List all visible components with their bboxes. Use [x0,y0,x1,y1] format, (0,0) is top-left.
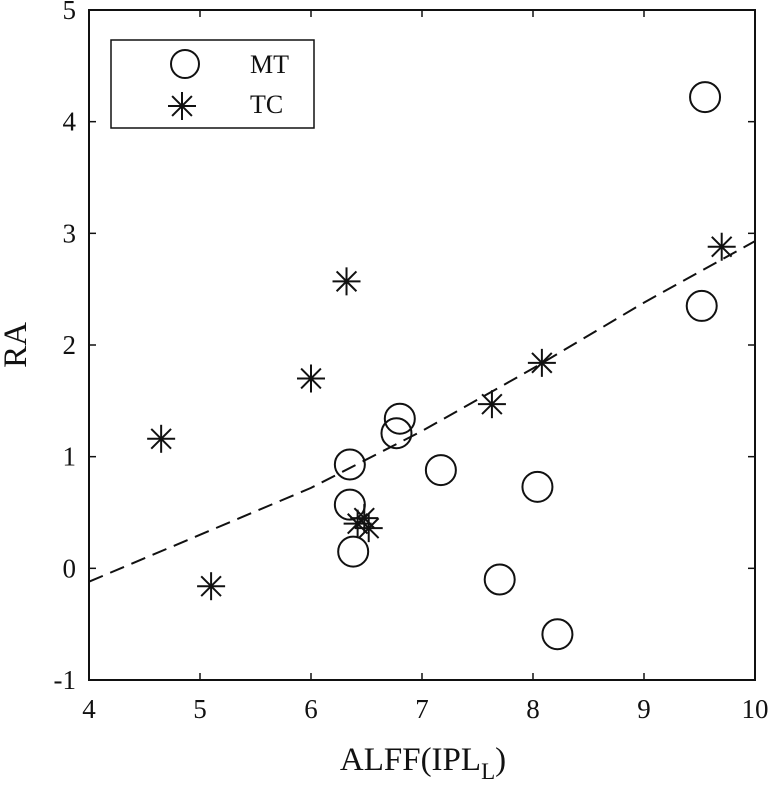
legend: MT TC [110,39,315,129]
x-axis-label-close: ) [495,742,506,778]
legend-marker-tc [168,92,196,120]
x-axis-label-subscript: L [481,759,495,784]
y-tick-label: -1 [54,665,77,695]
point-tc [297,364,325,393]
y-axis-label: RA [0,322,34,368]
point-mt [380,417,413,450]
point-tc [477,390,506,419]
x-tick-label: 9 [637,694,651,724]
y-tick-label: 3 [63,218,77,248]
point-mt [483,563,516,596]
x-tick-label: 6 [304,694,318,724]
x-axis-label-main: ALFF(IPL [340,742,481,778]
point-tc [354,514,383,543]
point-tc [147,424,176,453]
x-axis-label: ALFF(IPLL) [340,742,506,784]
point-mt [337,535,370,568]
x-tick-label: 5 [193,694,207,724]
point-mt [685,289,718,322]
y-tick-label: 5 [63,0,77,25]
legend-marker-mt [170,49,200,79]
plot-area-frame [88,9,756,681]
point-mt [521,470,554,503]
y-tick-label: 0 [63,553,77,583]
point-mt [424,454,457,487]
point-tc [332,267,361,296]
point-mt [383,402,416,435]
x-tick-label: 4 [82,694,96,724]
regression-fit-line [88,240,756,583]
y-tick-label: 4 [63,107,77,137]
point-mt [689,81,722,114]
legend-star-glyph [168,92,196,120]
axis-tick-labels: 4 5 6 7 8 9 10 -1 0 1 2 3 4 5 [54,0,769,724]
legend-box [110,39,315,129]
point-mt [541,618,574,651]
legend-label-tc: TC [250,90,283,119]
point-tc [527,348,556,377]
y-tick-label: 2 [63,330,77,360]
legend-label-mt: MT [250,50,289,79]
x-tick-label: 8 [526,694,540,724]
point-tc [707,232,736,261]
x-tick-label: 10 [742,694,769,724]
y-tick-label: 1 [63,442,77,472]
x-tick-label: 7 [415,694,429,724]
point-tc [197,572,226,601]
data-points [147,81,736,651]
point-mt [333,448,366,481]
